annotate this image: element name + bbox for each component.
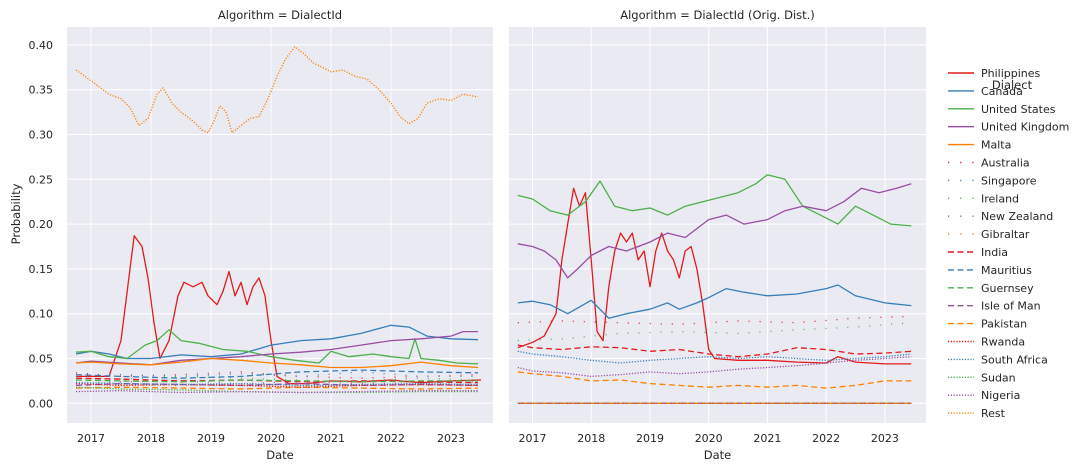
x-tick-label: 2020: [257, 432, 285, 445]
series-line-singapore: [75, 371, 478, 378]
panel-background: [67, 27, 493, 423]
series-line-india: [517, 344, 912, 358]
panel-background: [509, 27, 926, 423]
series-line-isle-of-man: [75, 382, 479, 387]
series-line-united-states: [75, 329, 479, 365]
y-tick-label: 0.25: [29, 173, 54, 186]
legend-label: Nigeria: [981, 389, 1020, 402]
x-axis-label: Date: [266, 448, 294, 462]
x-axis-label: Date: [704, 448, 732, 462]
legend-label: South Africa: [981, 353, 1048, 366]
x-tick-label: 2019: [197, 432, 225, 445]
series-lines: [517, 174, 912, 404]
panel-dialectid-orig-dist: Algorithm = DialectId (Orig. Dist.) 2017…: [509, 8, 926, 462]
legend-label: Mauritius: [981, 264, 1032, 277]
series-line-south-africa: [517, 350, 912, 364]
series-line-philippines: [517, 187, 912, 365]
series-line-new-zealand: [75, 380, 479, 385]
legend-label: Philippines: [981, 67, 1041, 80]
series-line-united-kingdom: [517, 183, 912, 279]
panel-title: Algorithm = DialectId: [218, 8, 342, 22]
panel-dialectid: Algorithm = DialectId 2017 2018 2019 2020 20…: [29, 8, 493, 462]
legend-label: Australia: [981, 157, 1030, 170]
gridlines: [509, 27, 926, 423]
y-tick-label: 0.10: [29, 308, 54, 321]
y-tick-label: 0.40: [29, 39, 54, 52]
series-line-united-states: [517, 174, 912, 227]
y-axis-label: Probability: [9, 183, 23, 244]
series-line-guernsey: [75, 379, 478, 383]
x-tick-label: 2018: [577, 432, 605, 445]
legend-items: Philippines Canada United States United Kin…: [948, 67, 1069, 420]
x-tick-label: 2021: [753, 432, 781, 445]
series-lines: [75, 46, 482, 394]
series-line-malta: [75, 357, 479, 369]
y-tick-label: 0.30: [29, 129, 54, 142]
x-tick-label: 2020: [695, 432, 723, 445]
y-tick-label: 0.05: [29, 352, 54, 365]
series-line-pakistan: [75, 386, 479, 390]
x-tick-label: 2021: [317, 432, 345, 445]
legend-label: Isle of Man: [981, 300, 1041, 313]
y-tick-label: 0.00: [29, 397, 54, 410]
x-tick-label: 2022: [377, 432, 405, 445]
legend-label: Sudan: [981, 371, 1016, 384]
x-tick-label: 2022: [812, 432, 840, 445]
legend-label: India: [981, 246, 1008, 259]
legend-title: Dialect: [992, 78, 1033, 92]
x-tick-labels: 2017 2018 2019 2020 2021 2022 2023: [518, 432, 898, 445]
series-line-canada: [517, 284, 912, 319]
x-tick-label: 2017: [77, 432, 105, 445]
x-tick-label: 2019: [636, 432, 664, 445]
series-line-gibraltar: [75, 382, 478, 387]
series-line-pakistan: [517, 371, 912, 389]
legend-label: Pakistan: [981, 318, 1027, 331]
x-tick-labels: 2017 2018 2019 2020 2021 2022 2023: [77, 432, 465, 445]
legend-label: Singapore: [981, 174, 1037, 187]
legend-label: Canada: [981, 85, 1023, 98]
legend-label: Rwanda: [981, 336, 1025, 349]
y-tick-label: 0.35: [29, 84, 54, 97]
legend-label: New Zealand: [981, 210, 1053, 223]
series-line-ireland: [75, 375, 479, 382]
legend-label: Ireland: [981, 192, 1019, 205]
y-tick-label: 0.15: [29, 263, 54, 276]
panel-title: Algorithm = DialectId (Orig. Dist.): [620, 8, 815, 22]
legend: Dialect Philippines Canada United States Un…: [948, 67, 1069, 420]
series-line-rest: [75, 46, 479, 134]
y-tick-labels: 0.00 0.05 0.10 0.15 0.20 0.25 0.30 0.35 0.40: [29, 39, 54, 410]
legend-label: Malta: [981, 139, 1011, 152]
series-line-mauritius: [75, 369, 479, 379]
legend-label: United Kingdom: [981, 121, 1069, 134]
legend-label: Gibraltar: [981, 228, 1030, 241]
y-tick-label: 0.20: [29, 218, 54, 231]
x-tick-label: 2023: [871, 432, 899, 445]
x-tick-label: 2023: [437, 432, 465, 445]
x-tick-label: 2017: [518, 432, 546, 445]
x-tick-label: 2018: [137, 432, 165, 445]
series-line-philippines: [76, 235, 482, 385]
series-line-canada: [75, 324, 479, 360]
series-line-australia: [75, 371, 479, 379]
legend-label: United States: [981, 103, 1056, 116]
legend-label: Guernsey: [981, 282, 1034, 295]
legend-label: Rest: [981, 407, 1006, 420]
